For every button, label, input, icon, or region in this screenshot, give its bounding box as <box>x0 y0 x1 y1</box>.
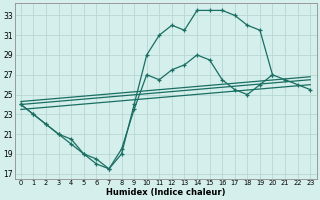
X-axis label: Humidex (Indice chaleur): Humidex (Indice chaleur) <box>106 188 225 197</box>
